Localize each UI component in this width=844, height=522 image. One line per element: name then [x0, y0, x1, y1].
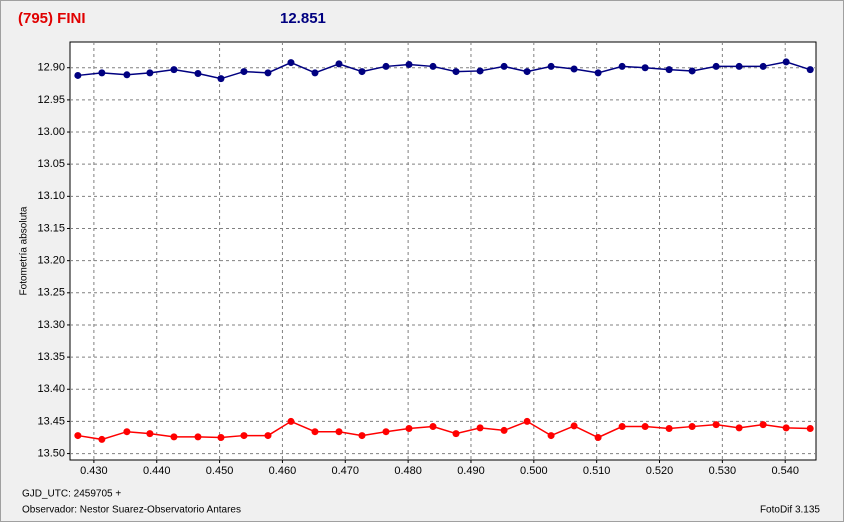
- data-point: [170, 66, 178, 74]
- data-point: [335, 428, 343, 436]
- plot-area: [69, 41, 817, 461]
- data-point: [146, 69, 154, 77]
- data-point: [382, 428, 390, 436]
- chart-subtitle: 12.851: [280, 10, 326, 27]
- data-point: [146, 430, 154, 438]
- data-point: [618, 423, 626, 431]
- x-tick-label: 0.450: [206, 465, 234, 477]
- data-point: [194, 70, 202, 78]
- y-tick-label: 13.10: [37, 190, 65, 202]
- data-point: [429, 423, 437, 431]
- data-point: [570, 65, 578, 73]
- data-point: [735, 62, 743, 70]
- x-axis-label: GJD_UTC: 2459705 +: [22, 489, 121, 500]
- data-point: [358, 68, 366, 76]
- x-tick-label: 0.500: [520, 465, 548, 477]
- x-tick-label: 0.430: [80, 465, 108, 477]
- y-tick-label: 13.25: [37, 287, 65, 299]
- software: FotoDif 3.135: [760, 505, 820, 516]
- data-point: [123, 71, 131, 79]
- chart-title: (795) FINI: [18, 10, 86, 27]
- data-point: [712, 62, 720, 70]
- data-point: [523, 417, 531, 425]
- y-tick-label: 13.20: [37, 255, 65, 267]
- data-point: [74, 432, 82, 440]
- data-point: [287, 417, 295, 425]
- series-line: [77, 61, 811, 80]
- data-point: [570, 422, 578, 430]
- data-point: [735, 424, 743, 432]
- data-point: [335, 60, 343, 68]
- y-tick-label: 12.95: [37, 94, 65, 106]
- data-point: [806, 424, 814, 432]
- data-point: [500, 426, 508, 434]
- x-tick-label: 0.460: [269, 465, 297, 477]
- y-tick-label: 13.30: [37, 319, 65, 331]
- data-point: [759, 62, 767, 70]
- series-line: [77, 420, 811, 441]
- data-point: [476, 67, 484, 75]
- x-tick-label: 0.490: [457, 465, 485, 477]
- y-tick-label: 13.35: [37, 351, 65, 363]
- data-point: [665, 424, 673, 432]
- data-point: [74, 71, 82, 79]
- data-point: [500, 62, 508, 70]
- data-point: [240, 68, 248, 76]
- data-point: [476, 424, 484, 432]
- data-point: [98, 435, 106, 443]
- data-point: [594, 69, 602, 77]
- x-tick-label: 0.480: [394, 465, 422, 477]
- data-point: [665, 66, 673, 74]
- data-point: [405, 424, 413, 432]
- data-point: [782, 58, 790, 66]
- x-tick-label: 0.540: [771, 465, 799, 477]
- y-tick-label: 13.45: [37, 415, 65, 427]
- data-point: [217, 75, 225, 83]
- data-point: [382, 62, 390, 70]
- data-point: [170, 433, 178, 441]
- data-point: [287, 59, 295, 67]
- data-point: [759, 421, 767, 429]
- y-tick-label: 13.05: [37, 158, 65, 170]
- data-point: [452, 68, 460, 76]
- data-point: [641, 64, 649, 72]
- y-tick-label: 13.00: [37, 126, 65, 138]
- x-tick-label: 0.530: [709, 465, 737, 477]
- data-point: [594, 433, 602, 441]
- x-tick-label: 0.470: [332, 465, 360, 477]
- data-point: [264, 69, 272, 77]
- data-point: [523, 68, 531, 76]
- y-axis-label: Fotometría absoluta: [19, 206, 30, 295]
- data-point: [429, 62, 437, 70]
- x-tick-label: 0.510: [583, 465, 611, 477]
- data-point: [806, 66, 814, 74]
- data-point: [641, 423, 649, 431]
- y-tick-label: 13.50: [37, 447, 65, 459]
- data-point: [217, 433, 225, 441]
- data-point: [688, 423, 696, 431]
- y-tick-label: 12.90: [37, 62, 65, 74]
- x-tick-label: 0.440: [143, 465, 171, 477]
- y-tick-label: 13.40: [37, 383, 65, 395]
- data-point: [405, 61, 413, 69]
- data-point: [712, 421, 720, 429]
- data-point: [547, 432, 555, 440]
- y-tick-label: 13.15: [37, 222, 65, 234]
- data-point: [452, 430, 460, 438]
- observer: Observador: Nestor Suarez-Observatorio A…: [22, 505, 241, 516]
- data-point: [311, 69, 319, 77]
- data-point: [547, 62, 555, 70]
- data-point: [618, 62, 626, 70]
- data-point: [311, 428, 319, 436]
- data-point: [358, 432, 366, 440]
- x-tick-label: 0.520: [646, 465, 674, 477]
- data-point: [194, 433, 202, 441]
- data-point: [240, 432, 248, 440]
- data-point: [98, 69, 106, 77]
- data-point: [123, 428, 131, 436]
- data-point: [264, 432, 272, 440]
- data-point: [688, 67, 696, 75]
- data-point: [782, 424, 790, 432]
